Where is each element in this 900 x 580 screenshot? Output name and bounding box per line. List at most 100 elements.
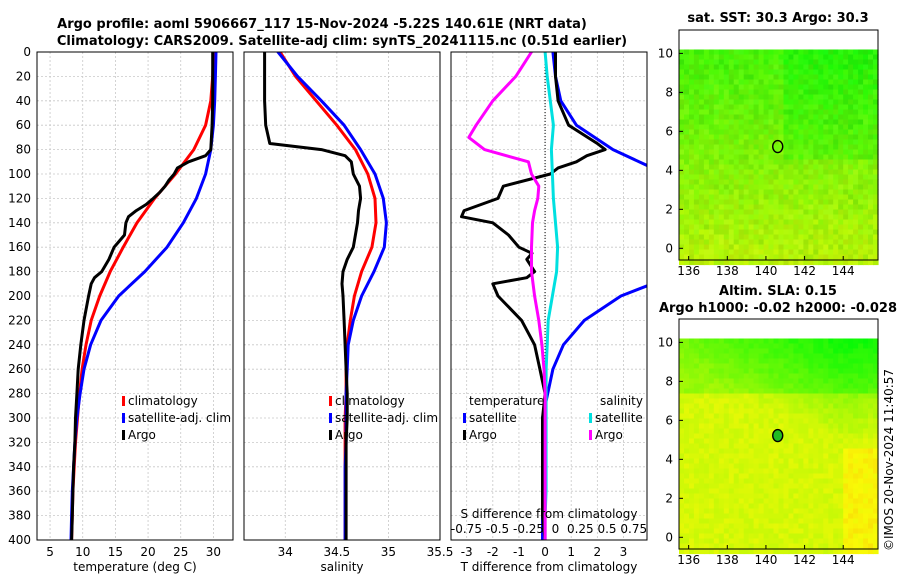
map-cell [689,508,695,515]
map-cell [783,393,790,400]
map-cell [728,169,735,176]
map-cell [778,358,785,365]
map-cell [853,159,859,166]
map-cell [813,224,819,231]
map-cell [698,533,705,540]
map-cell [828,348,834,355]
map-cell [763,89,770,96]
map-cell [833,463,839,470]
map-cell [733,229,740,236]
map-cell [743,239,750,246]
map-cell [863,543,869,550]
map-cell [833,124,839,131]
map-cell [689,343,695,350]
map-cell [823,483,829,490]
map-cell [768,408,775,415]
map-cell [798,348,804,355]
map-cell [748,59,755,66]
map-cell [853,403,859,410]
map-cell [813,463,819,470]
map-cell [798,134,804,141]
map-cell [698,488,705,495]
map-cell [828,473,834,480]
map-cell [788,159,795,166]
map-cell [733,523,740,530]
map-cell [693,348,700,355]
map-cell [853,523,859,530]
map-cell [713,49,720,56]
map-cell [718,358,725,365]
map-cell [778,64,785,71]
map-cell [723,503,730,510]
map-cell [823,69,829,76]
map-cell [733,99,740,106]
map-cell [679,244,685,251]
map-cell [773,164,780,171]
map-cell [768,503,775,510]
map-cell [813,169,819,176]
map-cell [803,468,809,475]
map-cell [843,69,849,76]
depth-tick-label: 200 [8,289,31,303]
map-cell [708,99,715,106]
map-cell [808,453,814,460]
map-cell [798,498,804,505]
map-cell [738,468,745,475]
map-cell [698,548,705,555]
map-cell [873,528,879,535]
map-cell [843,428,849,435]
map-cell [783,463,790,470]
map-cell [843,244,849,251]
map-cell [873,398,879,405]
map-cell [698,169,705,176]
map-cell [758,363,765,370]
map-cell [748,224,755,231]
map-cell [713,338,720,345]
map-cell [798,493,804,500]
map-cell [713,393,720,400]
map-cell [679,468,685,475]
map-cell [684,144,690,151]
map-cell [843,159,849,166]
map-cell [793,368,799,375]
map-cell [763,473,770,480]
map-cell [848,249,854,256]
map-cell [733,518,740,525]
map-cell [698,104,705,111]
map-cell [713,503,720,510]
legend-satellite-label-s: satellite-adj. clim [335,411,438,425]
map-cell [858,378,864,385]
map-cell [833,383,839,390]
map-cell [703,418,710,425]
map-cell [679,383,685,390]
map-cell [753,64,760,71]
map-cell [823,194,829,201]
map-cell [833,224,839,231]
map-cell [793,408,799,415]
map-cell [848,259,854,266]
depth-tick-label: 120 [8,191,31,205]
map-cell [808,139,814,146]
map-cell [783,383,790,390]
map-cell [828,74,834,81]
map-cell [778,99,785,106]
map-cell [698,448,705,455]
map-cell [748,358,755,365]
map-cell [733,343,740,350]
map-cell [858,114,864,121]
map-cell [738,488,745,495]
map-cell [803,433,809,440]
map-cell [853,239,859,246]
map-cell [698,74,705,81]
map-cell [718,209,725,216]
map-cell [843,538,849,545]
map-cell [788,89,795,96]
map-cell [708,89,715,96]
map-cell [713,548,720,555]
map-cell [858,139,864,146]
map-cell [773,418,780,425]
map-cell [748,353,755,360]
map-cell [698,144,705,151]
map-cell [693,393,700,400]
map-cell [728,348,735,355]
